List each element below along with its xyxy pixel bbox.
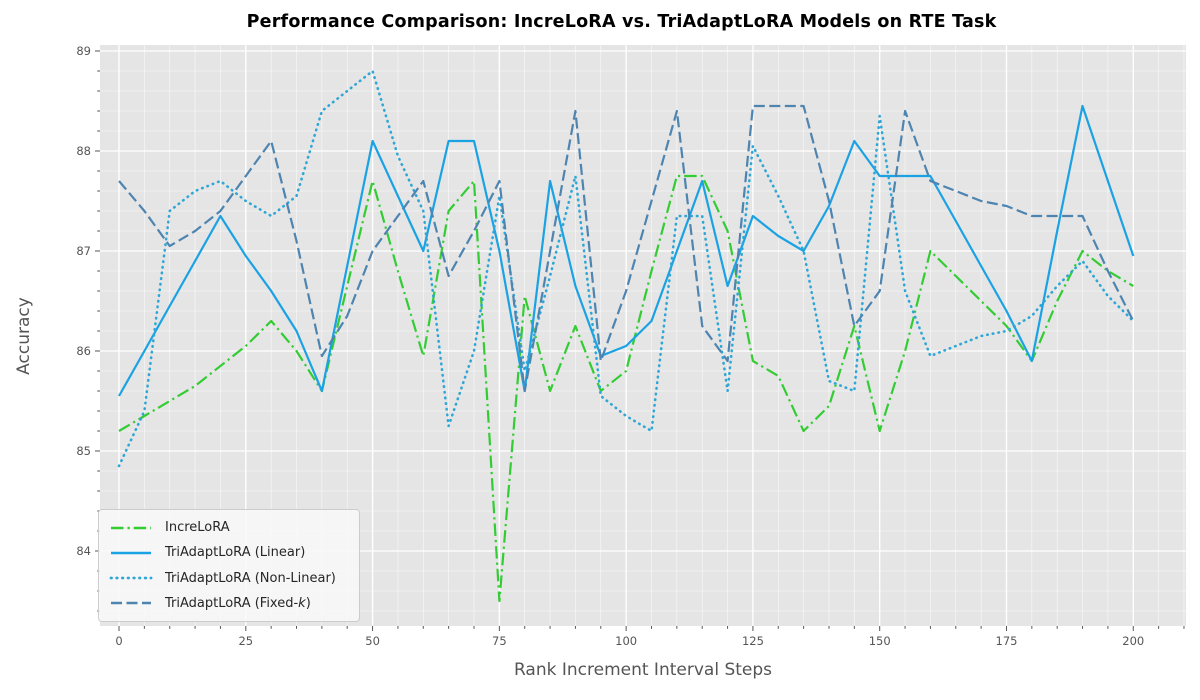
legend-label: TriAdaptLoRA (Non-Linear) [165,570,336,586]
x-tick-label: 200 [1122,634,1144,648]
x-tick-label: 75 [492,634,507,648]
chart-title: Performance Comparison: IncreLoRA vs. Tr… [246,12,997,32]
major-gridlines [100,45,1186,626]
series-line-triadaptlora-fixed-k [118,104,1135,393]
legend: IncreLoRA TriAdaptLoRA (Linear) TriAdapt… [98,509,360,622]
linear-line-sample-icon [111,551,151,555]
legend-item-triadaptlora-nonlinear: TriAdaptLoRA (Non-Linear) [109,566,349,591]
y-tick-label: 85 [76,444,91,458]
minor-gridlines [100,45,1186,626]
y-tick-label: 87 [76,244,91,258]
legend-item-triadaptlora-linear: TriAdaptLoRA (Linear) [109,540,349,565]
series-line-increlora [118,174,1134,603]
x-tick-label: 150 [869,634,891,648]
x-tick-label: 25 [238,634,253,648]
x-tick-label: 100 [615,634,637,648]
series-line-triadaptlora-linear [118,104,1135,397]
series-line-triadaptlora-non-linear [117,69,1135,468]
y-tick-label: 89 [76,44,91,58]
tick-labels: 0 25 50 75 100 125 150 175 200 84 85 86 87 88 89 [76,44,1144,648]
x-tick-label: 175 [996,634,1018,648]
fixedk-line-sample-icon [111,602,151,605]
legend-label: IncreLoRA [165,520,230,536]
x-axis-label: Rank Increment Interval Steps [513,660,773,680]
legend-label: TriAdaptLoRA (Linear) [165,545,306,561]
legend-label: TriAdaptLoRA (Fixed-k) [165,595,311,611]
increlora-line-sample-icon [111,526,151,529]
y-tick-label: 86 [76,344,91,358]
y-tick-label: 88 [76,144,91,158]
x-tick-label: 0 [115,634,122,648]
legend-item-increlora: IncreLoRA [109,515,349,540]
x-tick-label: 125 [742,634,764,648]
x-tick-label: 50 [365,634,380,648]
nonlinear-line-sample-icon [109,576,153,580]
y-axis-label: Accuracy [14,297,34,375]
y-tick-label: 84 [76,544,91,558]
legend-item-triadaptlora-fixedk: TriAdaptLoRA (Fixed-k) [109,591,349,616]
